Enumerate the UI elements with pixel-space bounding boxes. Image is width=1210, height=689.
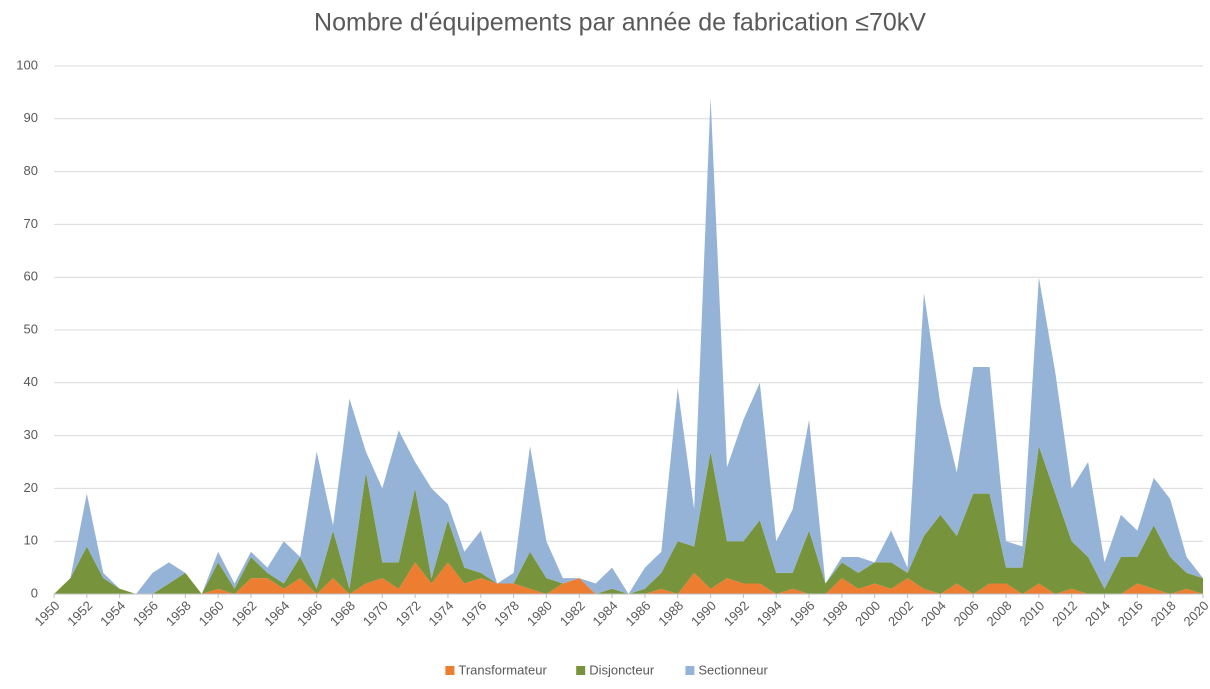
legend-swatch [576, 666, 586, 675]
x-tick-label: 1974 [425, 598, 456, 629]
x-tick-label: 1978 [491, 598, 522, 629]
y-tick-label: 30 [24, 427, 38, 442]
x-tick-label: 2010 [1016, 598, 1047, 629]
y-tick-label: 100 [16, 57, 38, 72]
legend-label: Sectionneur [698, 662, 768, 677]
x-tick-label: 1994 [754, 598, 785, 629]
x-tick-label: 2008 [984, 598, 1015, 629]
x-tick-label: 1956 [130, 598, 161, 629]
x-tick-label: 1976 [458, 598, 489, 629]
y-tick-label: 80 [24, 163, 38, 178]
legend-swatch [685, 666, 695, 675]
x-tick-label: 1990 [688, 598, 719, 629]
x-tick-label: 1998 [819, 598, 850, 629]
x-tick-label: 2002 [885, 598, 916, 629]
x-tick-label: 1980 [524, 598, 555, 629]
chart-title: Nombre d'équipements par année de fabric… [314, 9, 926, 37]
x-tick-label: 1962 [228, 598, 259, 629]
x-tick-label: 2012 [1049, 598, 1080, 629]
y-tick-label: 0 [31, 585, 38, 600]
y-tick-label: 50 [24, 321, 38, 336]
area [54, 562, 1203, 594]
x-tick-label: 1984 [590, 598, 621, 629]
y-tick-label: 10 [24, 533, 38, 548]
legend-label: Transformateur [458, 662, 547, 677]
area [54, 97, 1203, 595]
x-tick-label: 1964 [261, 598, 292, 629]
y-tick-label: 20 [24, 480, 38, 495]
x-tick-label: 2004 [918, 598, 949, 629]
x-tick-label: 1972 [393, 598, 424, 629]
x-tick-label: 1950 [31, 598, 62, 629]
legend-swatch [445, 666, 455, 675]
y-tick-label: 60 [24, 269, 38, 284]
area [54, 446, 1203, 594]
x-tick-label: 1988 [655, 598, 686, 629]
legend-label: Disjoncteur [589, 662, 655, 677]
x-tick-label: 2020 [1180, 598, 1210, 629]
x-tick-label: 2006 [951, 598, 982, 629]
x-tick-label: 2014 [1082, 598, 1113, 629]
x-tick-label: 1992 [721, 598, 752, 629]
x-tick-label: 1966 [294, 598, 325, 629]
x-tick-label: 2016 [1115, 598, 1146, 629]
x-tick-label: 1958 [163, 598, 194, 629]
y-tick-label: 70 [24, 216, 38, 231]
x-tick-label: 1954 [97, 598, 128, 629]
x-tick-label: 1982 [557, 598, 588, 629]
x-tick-label: 1986 [622, 598, 653, 629]
x-tick-label: 2018 [1148, 598, 1179, 629]
x-tick-label: 1970 [360, 598, 391, 629]
x-tick-label: 1968 [327, 598, 358, 629]
x-tick-label: 1996 [787, 598, 818, 629]
x-tick-label: 1952 [64, 598, 95, 629]
y-tick-label: 40 [24, 374, 38, 389]
y-tick-label: 90 [24, 110, 38, 125]
x-tick-label: 2000 [852, 598, 883, 629]
x-tick-label: 1960 [196, 598, 227, 629]
